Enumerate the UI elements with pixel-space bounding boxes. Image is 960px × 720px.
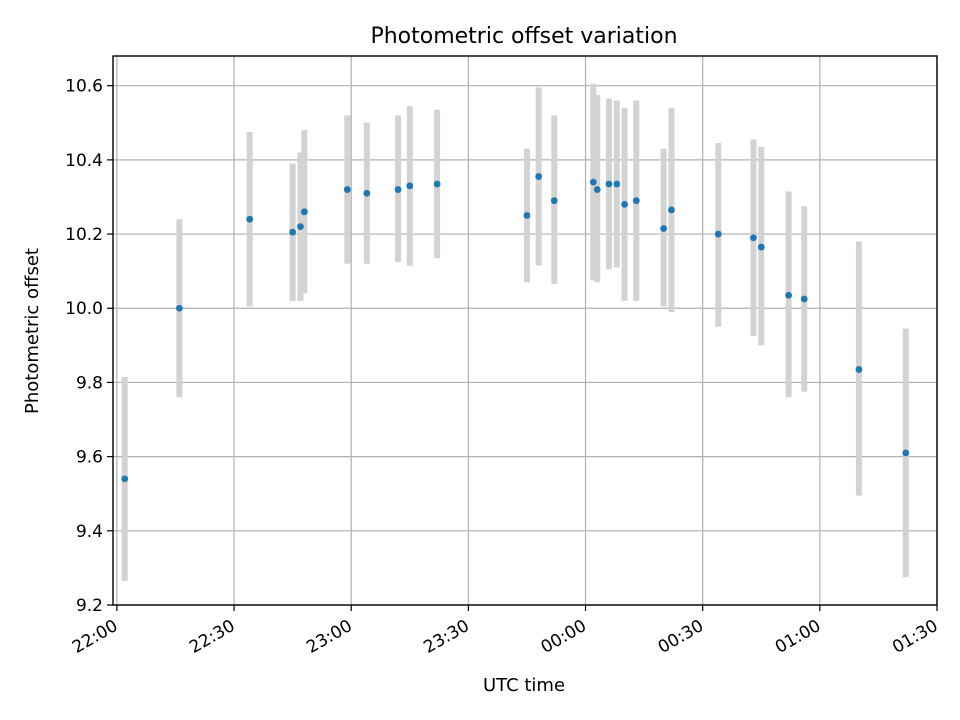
x-tick-label: 22:30	[186, 616, 238, 658]
data-point	[757, 243, 765, 251]
data-point	[902, 449, 910, 457]
data-point	[175, 304, 183, 312]
data-point	[297, 223, 304, 231]
data-point	[800, 295, 808, 303]
data-point	[394, 186, 402, 193]
y-tick-label: 9.6	[76, 448, 103, 468]
error-bars	[121, 83, 909, 581]
data-points	[121, 173, 910, 483]
data-point	[121, 475, 129, 483]
data-point	[785, 291, 793, 299]
x-tick-label: 23:30	[420, 616, 472, 658]
plot-frame	[112, 55, 938, 606]
y-tick-label: 9.4	[76, 522, 103, 542]
data-point	[300, 208, 308, 216]
data-point	[589, 178, 597, 186]
data-point	[433, 180, 441, 188]
chart-title: Photometric offset variation	[370, 24, 677, 49]
y-tick-label: 10.0	[65, 299, 103, 319]
data-point	[613, 180, 621, 188]
y-tick-label: 9.8	[76, 373, 103, 393]
data-point	[750, 234, 757, 242]
x-tick-label: 01:00	[772, 616, 824, 658]
data-point	[660, 225, 668, 232]
x-tick-label: 00:30	[655, 616, 707, 658]
data-point	[289, 228, 297, 236]
x-tick-label: 23:00	[303, 616, 355, 658]
data-point	[246, 215, 254, 223]
data-point	[535, 173, 543, 180]
data-point	[855, 366, 863, 373]
data-point	[406, 182, 414, 190]
data-point	[632, 197, 640, 205]
y-tick-label: 9.2	[76, 596, 103, 616]
y-tick-label: 10.6	[65, 77, 103, 97]
y-axis-ticks: 9.2 9.4 9.6 9.8 10.0 10.2 10.4 10.6	[65, 77, 113, 616]
y-tick-label: 10.2	[65, 225, 103, 245]
data-point	[668, 206, 675, 214]
data-point	[605, 180, 613, 188]
x-tick-label: 00:00	[538, 616, 590, 658]
x-axis-ticks: 22:00 22:30 23:00 23:30 00:00 00:30 01:00 01:30	[69, 605, 942, 658]
data-point	[363, 189, 371, 197]
x-tick-label: 22:00	[69, 616, 121, 658]
data-point	[714, 230, 722, 238]
data-point	[550, 197, 558, 205]
data-point	[593, 186, 601, 193]
data-point	[343, 186, 351, 193]
data-point	[523, 212, 531, 219]
y-axis-label: Photometric offset	[22, 248, 43, 414]
data-point	[621, 200, 628, 208]
x-axis-label: UTC time	[483, 675, 565, 696]
y-tick-label: 10.4	[65, 151, 103, 171]
x-tick-label: 01:30	[889, 616, 941, 658]
grid-lines	[113, 56, 938, 606]
